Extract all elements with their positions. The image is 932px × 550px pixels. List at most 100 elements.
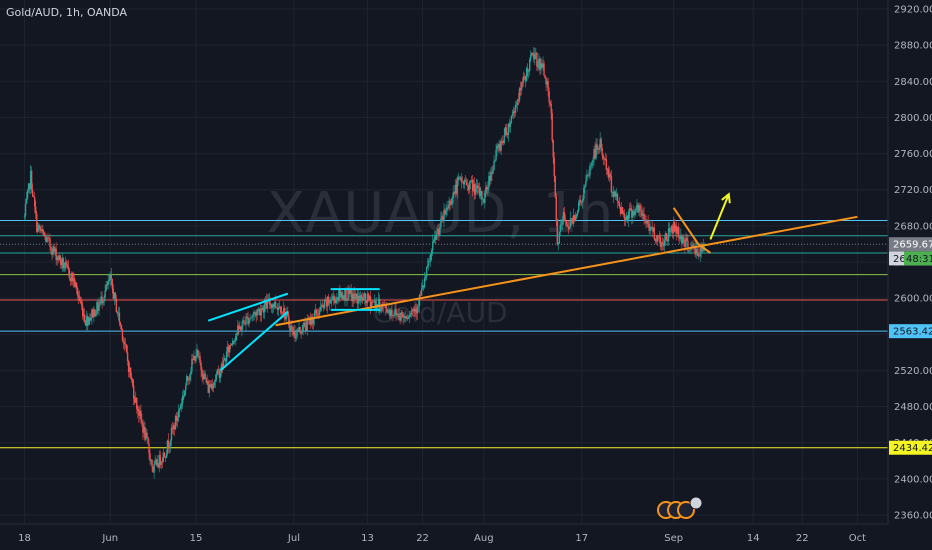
candle-body (157, 466, 159, 468)
candle-body (131, 379, 134, 386)
candle-body (473, 184, 476, 195)
candle-body (228, 345, 231, 353)
candle-body (411, 310, 414, 312)
candle-body (343, 295, 345, 301)
candle-body (271, 304, 274, 308)
candle-body (539, 58, 541, 70)
candle-body (108, 279, 110, 282)
candle-body (666, 240, 669, 242)
candle-body (681, 235, 683, 244)
candle-body (582, 198, 584, 203)
candle-body (462, 181, 465, 185)
candle-body (671, 225, 674, 234)
candle-body (219, 372, 222, 379)
candle-body (623, 213, 626, 220)
candle-body (463, 180, 466, 185)
candle-body (514, 104, 517, 113)
candle-body (540, 63, 542, 70)
candle-body (302, 324, 304, 332)
candle-body (441, 216, 443, 219)
candle-body (649, 227, 651, 232)
candle-body (53, 246, 55, 252)
candle-body (277, 307, 280, 310)
candle-body (595, 144, 597, 159)
candle-body (226, 346, 229, 352)
candle-body (270, 304, 273, 308)
candle-body (309, 317, 311, 325)
candle-body (575, 214, 578, 216)
author-avatars[interactable] (657, 496, 703, 519)
time-axis[interactable] (0, 524, 932, 550)
candle-body (268, 298, 271, 305)
candle-body (149, 453, 151, 461)
candle-body (209, 384, 211, 388)
candle-body (458, 177, 461, 178)
candle-body (356, 293, 358, 304)
candle-body (512, 111, 515, 115)
candle-body (638, 205, 640, 213)
candle-body (596, 144, 598, 150)
candle-body (136, 397, 138, 409)
candle-body (523, 76, 526, 78)
candle-body (525, 68, 528, 81)
candle-body (364, 293, 367, 301)
candle-body (235, 335, 237, 341)
candle-body (70, 273, 73, 282)
candle-body (469, 180, 472, 183)
candle-body (256, 311, 258, 316)
candle-body (125, 344, 128, 353)
candle-body (147, 436, 149, 444)
candle-body (257, 309, 259, 312)
candle-body (124, 344, 127, 346)
candle-body (367, 293, 370, 301)
candle-body (91, 309, 93, 318)
candle-body (594, 149, 596, 159)
candle-body (545, 78, 547, 85)
chart-title: Gold/AUD, 1h, OANDA (6, 6, 128, 19)
candle-body (41, 229, 43, 231)
candle-body (332, 296, 334, 300)
channel-line (207, 292, 289, 322)
candle-body (245, 316, 247, 325)
price-tick-label: 2840.000 (894, 77, 932, 88)
candle-body (176, 417, 179, 421)
candle-body (565, 220, 568, 225)
candle-body (80, 302, 83, 306)
candle-body (306, 318, 308, 331)
candle-body (361, 297, 364, 301)
drawings[interactable] (207, 192, 858, 372)
candle-body (562, 212, 565, 223)
candle-body (517, 99, 520, 101)
candle-body (427, 261, 430, 266)
candle-body (359, 295, 362, 302)
candle-body (654, 238, 656, 241)
candle-body (264, 300, 267, 305)
candle-body (505, 127, 507, 134)
candle-body (432, 241, 434, 251)
candle-body (669, 231, 672, 233)
candle-body (314, 309, 317, 314)
candle-body (165, 453, 168, 459)
candle-body (57, 256, 59, 261)
watermark-sub: Gold/AUD (372, 296, 507, 329)
candle-body (139, 410, 141, 416)
candle-body (179, 405, 182, 409)
candle-body (694, 247, 696, 255)
candle-body (593, 149, 595, 160)
candle-body (338, 289, 340, 301)
candle-body (340, 292, 342, 298)
candle-body (23, 215, 26, 217)
candle-body (474, 187, 477, 195)
candle-body (433, 239, 435, 242)
price-tick-label: 2600.000 (894, 294, 932, 305)
candle-body (633, 211, 635, 215)
candle-body (404, 316, 406, 317)
candle-body (650, 226, 652, 228)
candle-body (236, 333, 238, 336)
candle-body (51, 250, 53, 255)
candle-body (346, 299, 348, 301)
candle-body (81, 305, 84, 317)
candle-body (66, 264, 69, 267)
